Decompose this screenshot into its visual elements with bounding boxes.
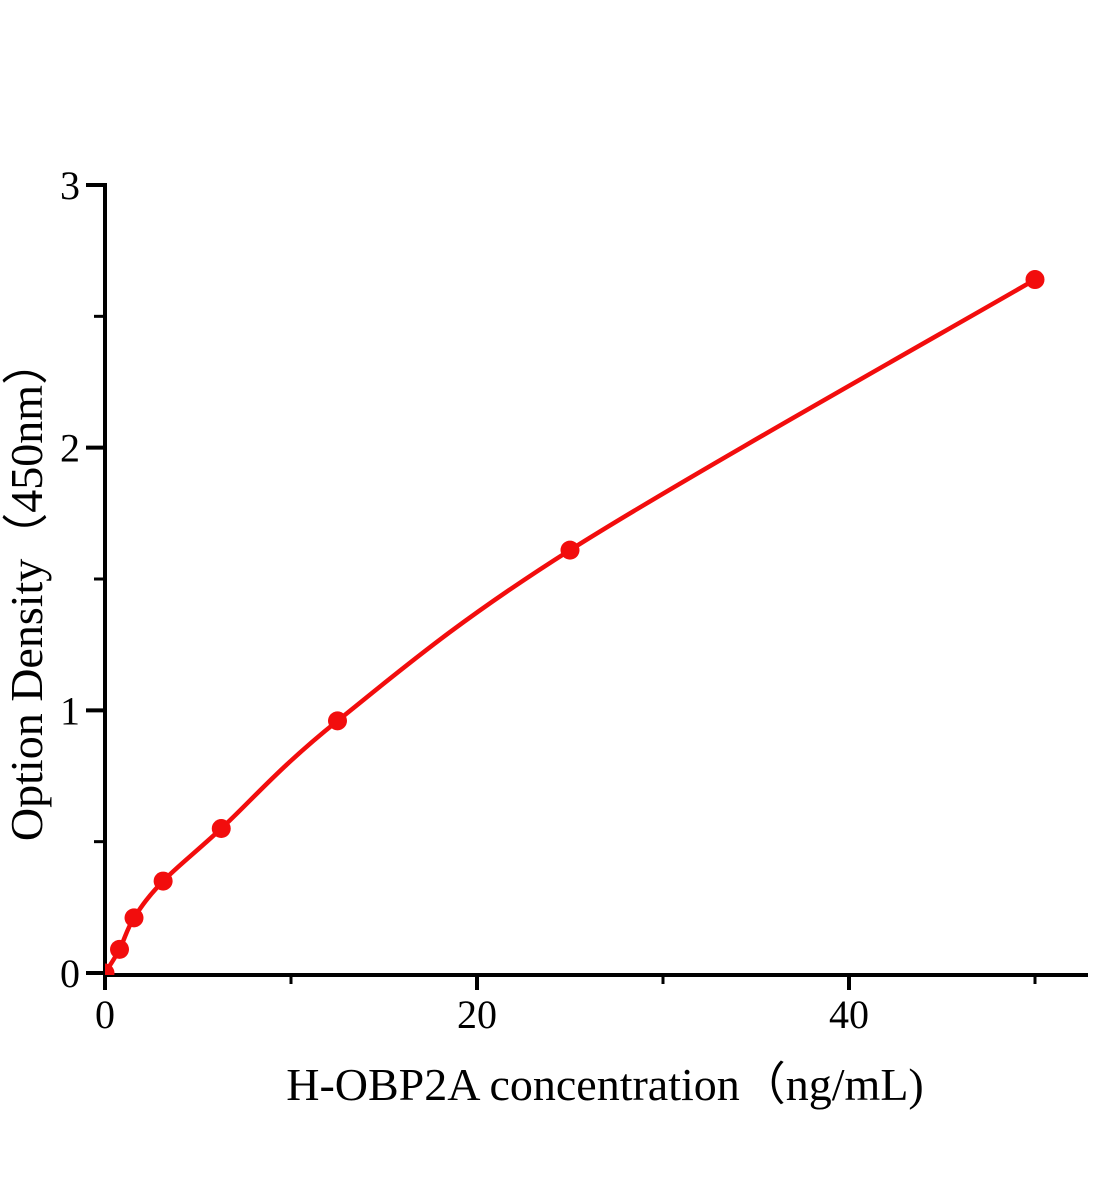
data-point-marker [124,908,144,928]
data-point-marker [328,711,347,731]
data-point-marker [110,939,130,959]
data-point-marker [1025,270,1045,290]
data-point-marker [211,819,231,839]
axes-layer: 0 20 40 0 1 2 3 [60,163,1088,1037]
y-axis-title: Option Density（450nm） [1,339,52,841]
data-point-marker [105,963,115,975]
series-layer [105,270,1045,975]
x-tick-label: 20 [457,992,497,1037]
data-point-marker [153,871,173,891]
x-axis-title: H-OBP2A concentration（ng/mL) [286,1059,924,1110]
standard-curve-line [105,277,1037,975]
x-tick-label: 0 [95,992,115,1037]
data-point-marker [560,540,580,560]
y-tick-label: 3 [60,163,80,208]
x-tick-label: 40 [829,992,869,1037]
y-tick-label: 1 [60,688,80,733]
y-tick-label: 2 [60,426,80,471]
y-tick-label: 0 [60,951,80,996]
